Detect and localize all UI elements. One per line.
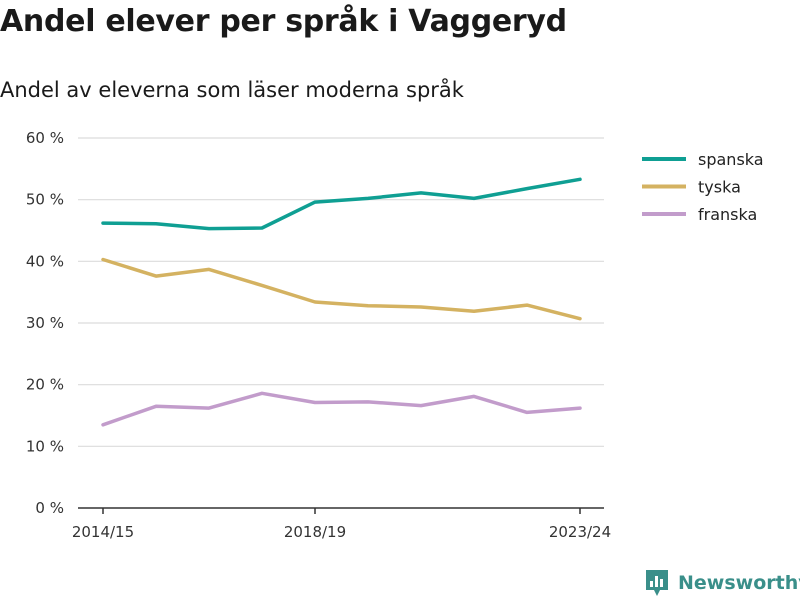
y-tick-label: 40 % <box>26 252 64 270</box>
y-tick-label: 30 % <box>26 314 64 332</box>
x-tick-label: 2023/24 <box>549 523 611 541</box>
legend-label-spanska: spanska <box>698 150 764 169</box>
newsworthy-logo-icon <box>646 570 668 596</box>
series-line-tyska <box>101 257 582 321</box>
y-tick-label: 50 % <box>26 191 64 209</box>
brand-logo: Newsworthy <box>644 568 800 598</box>
brand-name: Newsworthy <box>678 572 800 594</box>
series-line-spanska <box>101 177 582 231</box>
y-tick-label: 10 % <box>26 437 64 455</box>
y-axis: 0 % 10 % 20 % 30 % 40 % 50 % 60 % <box>26 129 64 517</box>
x-axis: 2014/15 2018/19 2023/24 <box>72 507 611 541</box>
legend: spanska tyska franska <box>642 150 764 224</box>
x-tick-label: 2018/19 <box>284 523 346 541</box>
series-lines <box>101 177 582 427</box>
y-tick-label: 60 % <box>26 129 64 147</box>
y-tick-label: 20 % <box>26 376 64 394</box>
x-tick-label: 2014/15 <box>72 523 134 541</box>
legend-label-franska: franska <box>698 205 757 224</box>
chart-subtitle: Andel av eleverna som läser moderna språ… <box>0 78 464 102</box>
grid-lines <box>78 137 604 447</box>
chart-title: Andel elever per språk i Vaggeryd <box>0 4 567 39</box>
series-line-franska <box>101 391 582 427</box>
y-tick-label: 0 % <box>35 499 64 517</box>
legend-label-tyska: tyska <box>698 178 741 197</box>
